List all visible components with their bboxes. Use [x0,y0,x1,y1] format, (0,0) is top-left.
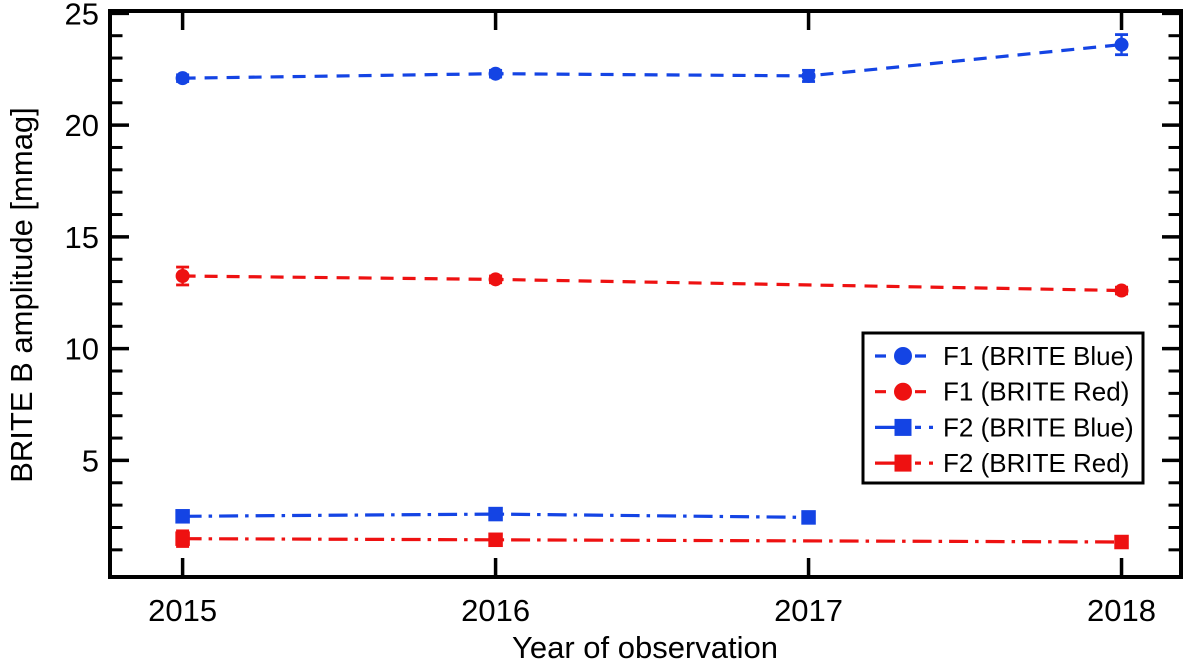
data-point-square [801,510,816,525]
legend-item-label: F1 (BRITE Blue) [943,341,1134,371]
plot-frame [108,9,1183,579]
data-point-square [1114,534,1129,550]
data-point-circle [1114,283,1129,298]
data-point-circle [175,71,190,86]
series-line [182,43,1122,80]
legend-item-label: F1 (BRITE Red) [943,377,1129,407]
series-f2-brite-red [175,529,1129,550]
legend-marker-circle [894,382,912,401]
series-f1-brite-blue [175,33,1129,86]
data-point-circle [488,66,503,81]
plot-frame-rect [108,9,1183,579]
data-point-circle [175,269,190,284]
data-point-square [175,509,190,524]
legend-item: F2 (BRITE Blue) [875,412,1134,442]
x-tick-label: 2017 [774,593,843,628]
series-f1-brite-red [175,265,1129,298]
series-f2-brite-blue [175,506,816,525]
series-line [182,512,809,519]
data-point-circle [1114,37,1129,52]
y-tick-label: 10 [65,332,99,367]
x-tick-label: 2018 [1087,593,1156,628]
data-point-circle [488,272,503,287]
y-axis-ticks: 5 10 15 20 25 [65,0,1179,552]
legend-marker-circle [894,347,912,365]
x-axis-title: Year of observation [512,630,778,665]
legend-marker-square [894,418,912,436]
y-tick-label: 20 [65,108,99,143]
legend-item-label: F2 (BRITE Blue) [943,412,1134,442]
series-layer [175,33,1129,550]
legend-item: F1 (BRITE Blue) [875,341,1134,371]
x-tick-label: 2015 [148,593,217,628]
series-line [182,537,1122,544]
y-tick-label: 15 [65,220,99,255]
data-point-square [488,506,503,522]
y-tick-label: 25 [65,0,99,31]
legend-item: F1 (BRITE Red) [875,377,1129,407]
x-tick-label: 2016 [461,593,530,628]
data-point-square [175,531,190,546]
legend-marker-square [894,454,912,472]
x-axis-ticks: 2015 2016 2017 2018 [148,13,1156,628]
y-axis-title: BRITE B amplitude [mmag] [4,107,39,483]
legend: F1 (BRITE Blue) F1 (BRITE Red) F2 (BRITE B… [861,331,1145,485]
y-tick-label: 5 [82,443,99,478]
legend-item-label: F2 (BRITE Red) [943,448,1129,478]
data-point-square [488,532,503,548]
data-point-circle [801,68,816,83]
series-line [182,274,1122,293]
legend-item: F2 (BRITE Red) [875,448,1129,478]
